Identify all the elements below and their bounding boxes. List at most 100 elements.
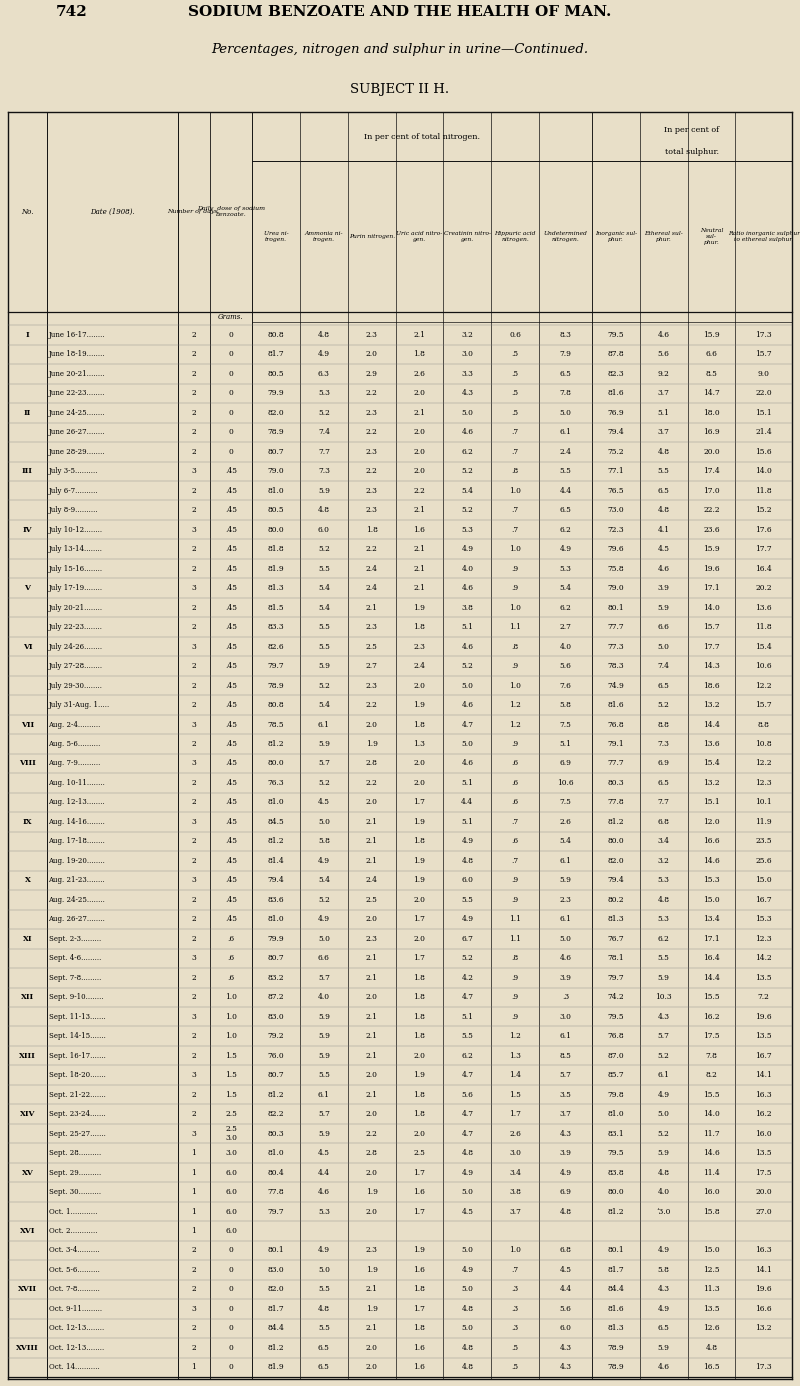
Text: 1.9: 1.9: [414, 876, 426, 884]
Text: 2: 2: [191, 624, 196, 631]
Text: 5.8: 5.8: [559, 701, 571, 710]
Text: 2.0: 2.0: [414, 760, 426, 768]
Text: 78.3: 78.3: [607, 663, 624, 669]
Text: 2.0: 2.0: [414, 389, 426, 398]
Text: 6.8: 6.8: [559, 1246, 571, 1254]
Text: 80.2: 80.2: [607, 895, 624, 904]
Text: June 24-25........: June 24-25........: [49, 409, 105, 417]
Text: XVIII: XVIII: [16, 1344, 38, 1351]
Text: 2.0: 2.0: [366, 351, 378, 359]
Text: 1.7: 1.7: [414, 1168, 426, 1177]
Text: 4.3: 4.3: [658, 1285, 670, 1293]
Text: 0: 0: [229, 389, 234, 398]
Text: 81.8: 81.8: [268, 545, 285, 553]
Text: 2: 2: [191, 1325, 196, 1332]
Text: 5.6: 5.6: [658, 351, 670, 359]
Text: 1.0: 1.0: [225, 1013, 237, 1020]
Text: 1: 1: [191, 1207, 196, 1216]
Text: 0: 0: [229, 351, 234, 359]
Text: 2: 2: [191, 331, 196, 340]
Text: July 24-26........: July 24-26........: [49, 643, 102, 650]
Text: 79.5: 79.5: [607, 1149, 624, 1157]
Text: 14.3: 14.3: [703, 663, 720, 669]
Text: 3: 3: [191, 1071, 196, 1080]
Text: 2: 2: [191, 1091, 196, 1099]
Text: 4.8: 4.8: [462, 1149, 474, 1157]
Text: 83.8: 83.8: [607, 1168, 624, 1177]
Text: 1.9: 1.9: [366, 1306, 378, 1313]
Text: 76.8: 76.8: [607, 721, 624, 729]
Text: In per cent of: In per cent of: [665, 126, 719, 134]
Text: 1.7: 1.7: [414, 915, 426, 923]
Text: 12.3: 12.3: [755, 934, 772, 942]
Text: 2: 2: [191, 740, 196, 748]
Text: Sept. 9-10........: Sept. 9-10........: [49, 994, 103, 1001]
Text: .45: .45: [225, 779, 237, 787]
Text: 4.7: 4.7: [462, 994, 474, 1001]
Text: 81.6: 81.6: [607, 1306, 624, 1313]
Text: 16.2: 16.2: [703, 1013, 720, 1020]
Text: 1.1: 1.1: [509, 934, 521, 942]
Text: .3: .3: [562, 994, 569, 1001]
Text: 6.0: 6.0: [225, 1168, 237, 1177]
Text: 4.9: 4.9: [318, 915, 330, 923]
Text: 6.7: 6.7: [462, 934, 473, 942]
Text: 4.8: 4.8: [462, 857, 474, 865]
Text: 81.5: 81.5: [268, 604, 285, 611]
Text: 3.7: 3.7: [658, 428, 670, 437]
Text: 81.3: 81.3: [607, 915, 624, 923]
Text: 3.2: 3.2: [658, 857, 670, 865]
Text: 2: 2: [191, 798, 196, 807]
Text: 16.7: 16.7: [755, 1052, 772, 1060]
Text: 2.4: 2.4: [559, 448, 571, 456]
Text: 1.8: 1.8: [414, 974, 426, 981]
Text: 1: 1: [191, 1168, 196, 1177]
Text: XVII: XVII: [18, 1285, 37, 1293]
Text: 1.1: 1.1: [509, 915, 521, 923]
Text: 2.1: 2.1: [414, 331, 426, 340]
Text: 2.0: 2.0: [414, 467, 426, 475]
Text: 6.1: 6.1: [318, 721, 330, 729]
Text: 5.2: 5.2: [462, 467, 473, 475]
Text: 7.8: 7.8: [706, 1052, 718, 1060]
Text: 15.8: 15.8: [703, 1207, 720, 1216]
Text: 16.5: 16.5: [703, 1364, 720, 1371]
Text: 5.3: 5.3: [318, 389, 330, 398]
Text: 4.8: 4.8: [658, 506, 670, 514]
Text: 2.0: 2.0: [366, 1364, 378, 1371]
Text: 0: 0: [229, 1344, 234, 1351]
Text: 4.9: 4.9: [658, 1246, 670, 1254]
Text: .45: .45: [225, 545, 237, 553]
Text: 80.0: 80.0: [607, 837, 624, 845]
Text: June 22-23........: June 22-23........: [49, 389, 105, 398]
Text: Sept. 30..........: Sept. 30..........: [49, 1188, 101, 1196]
Text: 5.5: 5.5: [318, 1325, 330, 1332]
Text: Sept. 25-27.......: Sept. 25-27.......: [49, 1130, 106, 1138]
Text: 4.2: 4.2: [462, 974, 474, 981]
Text: 1.9: 1.9: [414, 857, 426, 865]
Text: 81.0: 81.0: [268, 915, 285, 923]
Text: In per cent of total nitrogen.: In per cent of total nitrogen.: [364, 133, 480, 140]
Text: 2: 2: [191, 1265, 196, 1274]
Text: 5.1: 5.1: [462, 818, 473, 826]
Text: 80.0: 80.0: [268, 525, 285, 534]
Text: 2: 2: [191, 1033, 196, 1041]
Text: 1.5: 1.5: [509, 1091, 521, 1099]
Text: 81.7: 81.7: [607, 1265, 624, 1274]
Text: .5: .5: [511, 351, 518, 359]
Text: .7: .7: [511, 1265, 518, 1274]
Text: 5.0: 5.0: [559, 409, 571, 417]
Text: 2.0: 2.0: [414, 1130, 426, 1138]
Text: 13.6: 13.6: [755, 604, 772, 611]
Text: 5.5: 5.5: [462, 1033, 473, 1041]
Text: 4.8: 4.8: [318, 331, 330, 340]
Text: 8.5: 8.5: [706, 370, 718, 378]
Text: .8: .8: [511, 467, 518, 475]
Text: 84.4: 84.4: [268, 1325, 285, 1332]
Text: 8.5: 8.5: [559, 1052, 571, 1060]
Text: 17.7: 17.7: [703, 643, 720, 650]
Text: 4.4: 4.4: [461, 798, 474, 807]
Text: .7: .7: [511, 506, 518, 514]
Text: 3.3: 3.3: [462, 370, 473, 378]
Text: 3: 3: [191, 584, 196, 592]
